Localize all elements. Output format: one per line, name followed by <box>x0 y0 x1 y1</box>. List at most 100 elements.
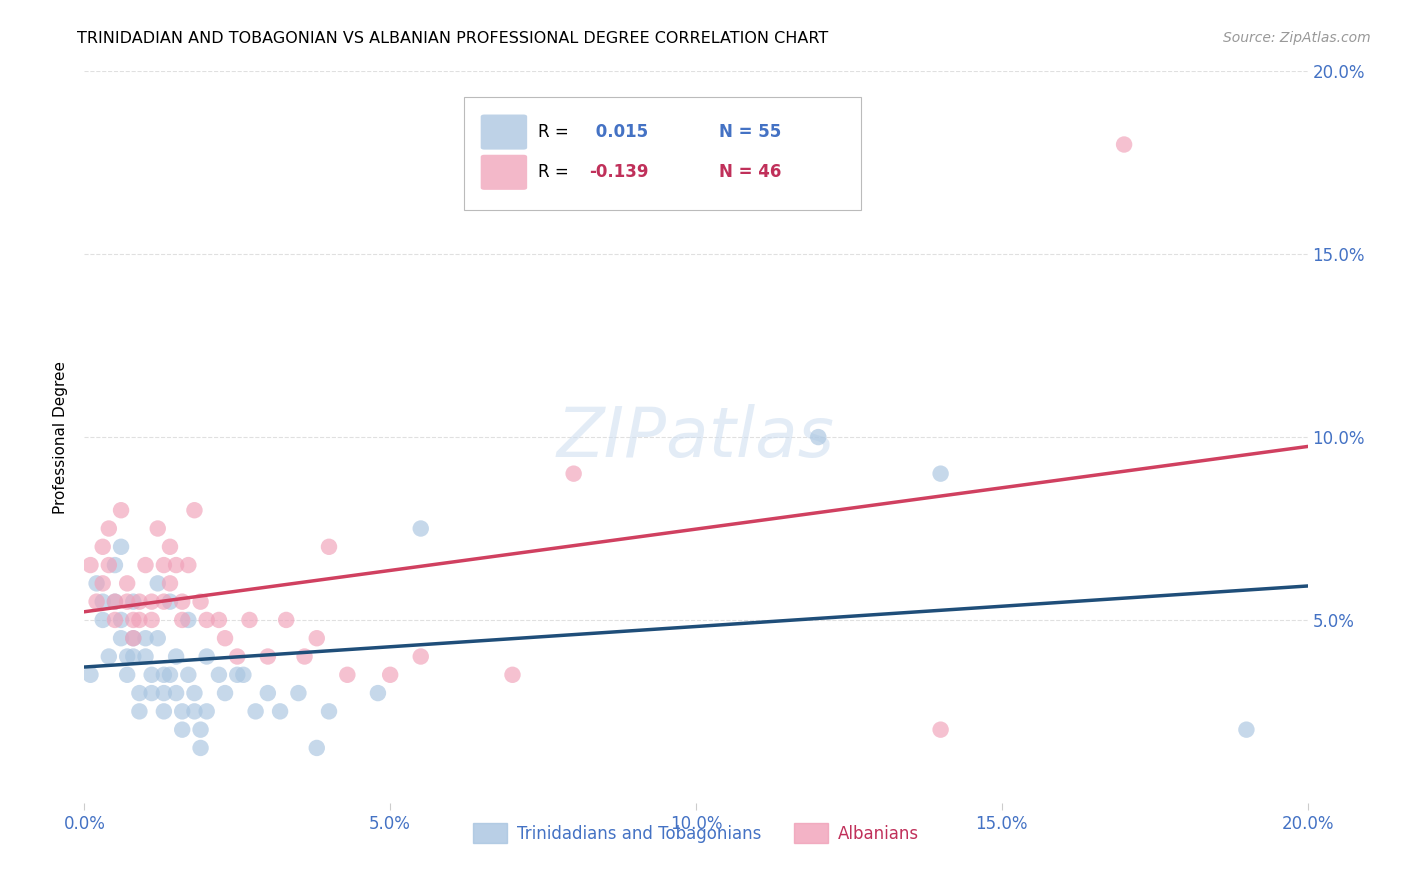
Point <box>165 558 187 573</box>
Point <box>115 649 138 664</box>
Point <box>159 594 181 608</box>
Point <box>232 667 254 681</box>
Point <box>153 686 176 700</box>
Point <box>305 632 328 646</box>
Point <box>97 521 120 535</box>
Point <box>91 576 114 591</box>
Point <box>128 613 150 627</box>
Point <box>122 613 145 627</box>
Point <box>269 705 291 719</box>
Point <box>190 740 212 755</box>
Point <box>190 594 212 608</box>
Point <box>146 576 169 591</box>
Point <box>257 686 280 700</box>
Point <box>91 613 114 627</box>
Point <box>1114 137 1136 152</box>
FancyBboxPatch shape <box>481 114 527 150</box>
Text: ZIPatlas: ZIPatlas <box>557 403 835 471</box>
Point <box>153 558 176 573</box>
Point <box>318 540 340 554</box>
Point <box>141 686 163 700</box>
Point <box>97 558 120 573</box>
Point <box>257 649 280 664</box>
Point <box>104 558 127 573</box>
Point <box>128 686 150 700</box>
Point <box>141 667 163 681</box>
Point <box>79 667 101 681</box>
Point <box>146 632 169 646</box>
Text: 0.015: 0.015 <box>589 123 648 141</box>
Point <box>153 705 176 719</box>
Point <box>165 649 187 664</box>
Point <box>97 649 120 664</box>
Point <box>115 594 138 608</box>
Point <box>195 613 218 627</box>
Point <box>110 503 132 517</box>
Point <box>86 594 108 608</box>
Point <box>172 594 194 608</box>
Point <box>159 540 181 554</box>
Point <box>172 723 194 737</box>
Point <box>409 521 432 535</box>
Point <box>104 594 127 608</box>
Point <box>153 594 176 608</box>
Point <box>122 632 145 646</box>
Point <box>502 667 524 681</box>
Point <box>135 558 157 573</box>
Point <box>135 632 157 646</box>
Point <box>287 686 309 700</box>
Point <box>226 649 249 664</box>
Point <box>294 649 316 664</box>
Point <box>159 576 181 591</box>
Point <box>183 705 205 719</box>
Point <box>91 594 114 608</box>
FancyBboxPatch shape <box>481 154 527 190</box>
Point <box>190 723 212 737</box>
Point <box>245 705 267 719</box>
Text: N = 55: N = 55 <box>720 123 782 141</box>
Text: TRINIDADIAN AND TOBAGONIAN VS ALBANIAN PROFESSIONAL DEGREE CORRELATION CHART: TRINIDADIAN AND TOBAGONIAN VS ALBANIAN P… <box>77 31 828 46</box>
Point <box>128 705 150 719</box>
Point <box>195 705 218 719</box>
Point <box>104 594 127 608</box>
Point <box>336 667 359 681</box>
Point <box>172 613 194 627</box>
Point <box>177 558 200 573</box>
Text: R =: R = <box>538 163 569 181</box>
Point <box>146 521 169 535</box>
FancyBboxPatch shape <box>464 97 860 211</box>
Text: -0.139: -0.139 <box>589 163 650 181</box>
Point <box>104 613 127 627</box>
Point <box>115 667 138 681</box>
Point <box>122 594 145 608</box>
Point <box>807 430 830 444</box>
Point <box>183 503 205 517</box>
Point <box>122 649 145 664</box>
Point <box>183 686 205 700</box>
Point <box>214 632 236 646</box>
Point <box>929 467 952 481</box>
Point <box>153 667 176 681</box>
Point <box>128 594 150 608</box>
Point <box>208 613 231 627</box>
Point <box>214 686 236 700</box>
Point <box>195 649 218 664</box>
Text: Source: ZipAtlas.com: Source: ZipAtlas.com <box>1223 31 1371 45</box>
Y-axis label: Professional Degree: Professional Degree <box>53 360 69 514</box>
Point <box>110 540 132 554</box>
Point <box>208 667 231 681</box>
Text: R =: R = <box>538 123 574 141</box>
Point <box>929 723 952 737</box>
Point <box>86 576 108 591</box>
Point <box>305 740 328 755</box>
Point <box>380 667 402 681</box>
Point <box>135 649 157 664</box>
Point <box>159 667 181 681</box>
Point <box>1236 723 1258 737</box>
Point <box>367 686 389 700</box>
Point <box>141 594 163 608</box>
Point <box>110 632 132 646</box>
Text: N = 46: N = 46 <box>720 163 782 181</box>
Legend: Trinidadians and Tobagonians, Albanians: Trinidadians and Tobagonians, Albanians <box>467 817 925 849</box>
Point <box>172 705 194 719</box>
